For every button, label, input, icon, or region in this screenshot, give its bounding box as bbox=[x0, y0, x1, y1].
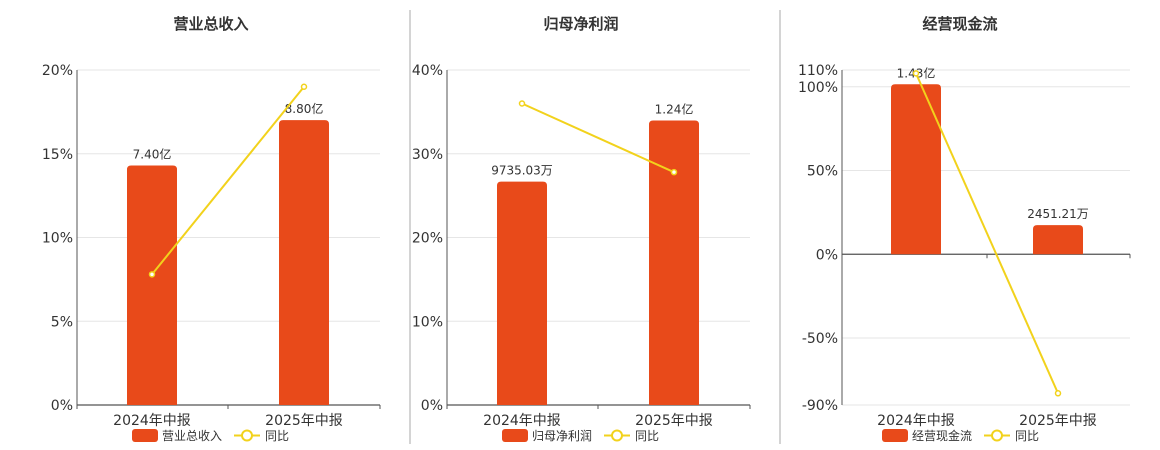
y-tick-label: 30% bbox=[412, 147, 443, 163]
bar bbox=[127, 165, 177, 405]
yoy-point bbox=[518, 100, 526, 107]
chart-title: 经营现金流 bbox=[922, 15, 997, 33]
bar bbox=[649, 120, 699, 405]
legend-bar-swatch[interactable] bbox=[132, 429, 158, 442]
chart-operating-cashflow: 经营现金流 经营现金流 同比 -90% -50% 0% 50% 100%110% 2024… bbox=[798, 15, 1131, 443]
y-tick-label: 50% bbox=[807, 164, 838, 180]
bar-data-label: 8.80亿 bbox=[285, 101, 324, 116]
x-category-label: 2024年中报 bbox=[877, 413, 955, 429]
yoy-point bbox=[300, 83, 308, 90]
y-tick-label: -90% bbox=[802, 398, 838, 414]
bar-data-label: 1.24亿 bbox=[655, 101, 694, 116]
legend-line-label[interactable]: 同比 bbox=[265, 429, 289, 443]
legend-line-marker-icon[interactable] bbox=[611, 429, 623, 442]
bar bbox=[891, 84, 941, 255]
y-tick-label: 40% bbox=[412, 63, 443, 79]
bar bbox=[1033, 225, 1083, 255]
y-tick-label: 110% bbox=[798, 63, 838, 79]
y-tick-label: 10% bbox=[42, 231, 73, 247]
legend-line-label[interactable]: 同比 bbox=[1015, 429, 1039, 443]
legend-bar-label[interactable]: 归母净利润 bbox=[532, 429, 592, 443]
yoy-point bbox=[148, 271, 156, 278]
y-tick-label: 5% bbox=[51, 314, 73, 330]
legend-line-marker-icon[interactable] bbox=[241, 429, 253, 442]
yoy-line bbox=[151, 86, 305, 275]
y-tick-label: 0% bbox=[816, 247, 838, 263]
x-category-label: 2024年中报 bbox=[483, 413, 561, 429]
x-category-label: 2025年中报 bbox=[635, 413, 713, 429]
legend-bar-swatch[interactable] bbox=[882, 429, 908, 442]
x-category-label: 2024年中报 bbox=[113, 413, 191, 429]
yoy-point bbox=[1054, 390, 1062, 397]
yoy-point bbox=[912, 70, 920, 77]
x-category-label: 2025年中报 bbox=[1019, 413, 1097, 429]
bar bbox=[279, 120, 329, 406]
bar-data-label: 9735.03万 bbox=[491, 164, 553, 178]
y-tick-label: 0% bbox=[51, 398, 73, 414]
chart-net-profit: 归母净利润 归母净利润 同比 0% 10% 20% 30% 40% 2024年中报 2025… bbox=[412, 15, 751, 443]
chart-revenue: 营业总收入 营业总收入 同比 0% 5% 10% 15% 20% 2024年中报 2025年… bbox=[42, 15, 381, 443]
legend-bar-label[interactable]: 经营现金流 bbox=[912, 428, 972, 443]
yoy-point bbox=[670, 168, 678, 176]
yoy-line bbox=[521, 102, 675, 174]
bar-data-label: 7.40亿 bbox=[133, 146, 172, 161]
chart-title: 归母净利润 bbox=[543, 15, 618, 33]
legend-bar-label[interactable]: 营业总收入 bbox=[162, 429, 222, 443]
legend: 经营现金流 同比 bbox=[882, 428, 1039, 443]
x-category-label: 2025年中报 bbox=[265, 413, 343, 429]
y-tick-label: 20% bbox=[42, 63, 73, 79]
y-tick-label: 0% bbox=[421, 398, 443, 414]
y-tick-label: -50% bbox=[802, 331, 838, 347]
legend: 归母净利润 同比 bbox=[502, 429, 659, 443]
y-tick-label: 15% bbox=[42, 147, 73, 163]
bar bbox=[497, 181, 547, 405]
y-tick-label: 100% bbox=[798, 80, 838, 96]
legend-bar-swatch[interactable] bbox=[502, 429, 528, 442]
legend: 营业总收入 同比 bbox=[132, 429, 289, 443]
bar-data-label: 2451.21万 bbox=[1027, 207, 1089, 221]
chart-title: 营业总收入 bbox=[173, 15, 248, 33]
yoy-line bbox=[915, 72, 1059, 394]
legend-line-label[interactable]: 同比 bbox=[635, 429, 659, 443]
y-tick-label: 20% bbox=[412, 231, 443, 247]
legend-line-marker-icon[interactable] bbox=[991, 429, 1003, 442]
y-tick-label: 10% bbox=[412, 314, 443, 330]
